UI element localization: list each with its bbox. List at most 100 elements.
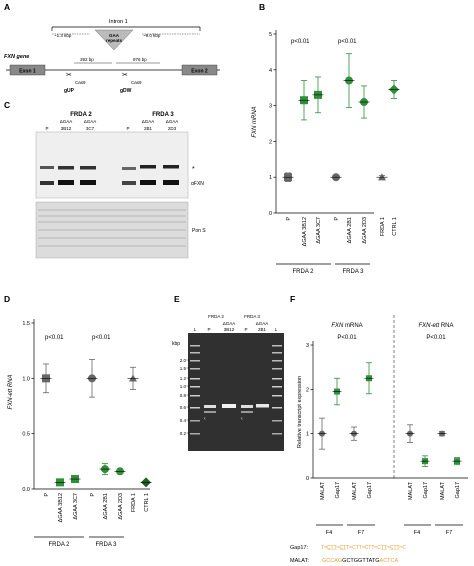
- right-distance-label: ~9.0 kbp: [143, 33, 161, 38]
- e-ladder-label: 2.0: [180, 358, 187, 363]
- f-x-label: MALAT: [408, 481, 414, 500]
- f-y-tick-label: 3: [306, 343, 309, 349]
- frda2-label: FRDA 2: [70, 112, 92, 118]
- f-pval-2: P<0.01: [426, 335, 446, 341]
- e-dgaa-2: ΔGAA: [256, 321, 269, 326]
- f-x-label: MALAT: [440, 481, 446, 500]
- e-ladder-label: 0.6: [180, 405, 187, 410]
- e-arrow-icon-2: ‹: [241, 416, 243, 422]
- b-x-label: ΔGAA 2B1: [347, 217, 353, 243]
- e-gel-image: [188, 333, 284, 451]
- e-ladder-label: 1.2: [180, 376, 187, 381]
- e-ladder-label: 1.0: [180, 384, 187, 389]
- b-y-tick-label: 5: [269, 32, 272, 38]
- lane-label-3b12: 3B12: [61, 126, 72, 131]
- dist-392-label: 392 bp: [80, 57, 94, 62]
- panel-b: B FXN mRNA 0 1 2 3 4 5 p<0.01 p<0.01 P ΔGAA 3B…: [252, 2, 400, 275]
- gap17-sequence: TᵐC̲T̲T̲ᵐC̲T̲TᵐCTTᵐCTTᵐCT̲T̲ᵐC̲T̲T̲ᵐC: [321, 545, 406, 551]
- cas9-label-1: Cas9: [75, 80, 86, 85]
- dgaa-label-1: ΔGAA: [60, 119, 73, 124]
- e-ladder-labels: 2.0 1.5 1.2 1.0 0.8 0.6 0.4 0.2: [180, 358, 189, 436]
- b-x-label: ΔGAA 3B12: [302, 217, 308, 246]
- b-group-1: FRDA 2: [292, 269, 314, 275]
- f-y-tick-label: 0: [306, 476, 309, 482]
- scissors-icon-up: ✂: [66, 72, 72, 79]
- f-title-2: FXN-ett RNA: [418, 323, 453, 329]
- d-x-label: ΔGAA 3C7: [73, 493, 79, 520]
- gup-label: gUP: [64, 88, 75, 94]
- panel-label-d: D: [4, 294, 10, 304]
- gaa-label: GAA: [109, 33, 120, 38]
- western-blot-image: [35, 131, 189, 199]
- star-band-label: *: [192, 166, 195, 173]
- d-point: [129, 374, 137, 382]
- panel-e: E FRDA 2 FRDA 3 ΔGAA ΔGAA L P 3B12 P 2B1…: [172, 294, 284, 451]
- e-dgaa-1: ΔGAA: [223, 321, 236, 326]
- dgaa-label-3: ΔGAA: [142, 119, 155, 124]
- lane-label-3c7: 3C7: [86, 126, 95, 131]
- b-data-marks: [282, 53, 400, 182]
- e-ladder-label: 0.2: [180, 431, 187, 436]
- b-x-label: CTRL 1: [392, 217, 398, 236]
- f-ylabel: Relative transcript expression: [297, 376, 303, 448]
- d-ylabel: FXN-ett RNA: [8, 374, 14, 409]
- gdw-label: gDW: [120, 88, 132, 94]
- f-x-label: Gap17: [335, 482, 341, 499]
- blot-bands: [40, 165, 179, 185]
- pons-label: Pon S: [192, 228, 206, 234]
- panel-c: C FRDA 2 FRDA 3 ΔGAA ΔGAA ΔGAA ΔGAA P 3B…: [4, 100, 206, 259]
- f-x-label: Gap17: [423, 482, 429, 499]
- malat-label: MALAT:: [290, 558, 309, 564]
- e-lane-p2: P: [244, 327, 247, 332]
- b-x-label: P: [334, 217, 340, 221]
- d-x-label: ΔGAA 3B12: [58, 493, 64, 522]
- d-y-tick-label: 0.0: [22, 487, 30, 493]
- d-x-label: P: [44, 493, 50, 497]
- b-pval-2: p<0.01: [338, 39, 357, 45]
- d-pval-1: p<0.01: [45, 335, 64, 341]
- f-y-tick-label: 2: [306, 387, 309, 393]
- exon-1-label: Exon 1: [19, 69, 36, 75]
- e-ladder-label: 0.8: [180, 393, 187, 398]
- panel-label-b: B: [259, 2, 265, 12]
- panel-label-e: E: [174, 294, 180, 304]
- f-x-labels: MALAT Gap17 MALAT Gap17 MALAT Gap17 MALAT Gap17: [320, 481, 461, 500]
- f-axes: 0 1 2 3: [306, 341, 468, 482]
- f-y-tick-label: 1: [306, 432, 309, 438]
- d-axes: 0.0 0.5 1.0 1.5: [22, 319, 150, 493]
- repeats-label: repeats: [106, 38, 123, 43]
- f-x-label: Gap17: [367, 482, 373, 499]
- b-point: [378, 173, 386, 181]
- lane-label-2d3: 2D3: [168, 126, 177, 131]
- e-gel-bands: [190, 345, 282, 435]
- d-x-label: ΔGAA 2B1: [103, 493, 109, 519]
- b-axes: 0 1 2 3 4 5: [269, 30, 374, 217]
- f-group-f7-b: F7: [446, 530, 452, 536]
- panel-a: A Intron 1 ~1.3 kbp ~9.0 kbp GAA repeats…: [4, 2, 220, 94]
- e-lane-2b1: 2B1: [258, 327, 267, 332]
- d-group-2: FRDA 3: [95, 542, 117, 548]
- d-x-label: ΔGAA 2D3: [118, 493, 124, 520]
- intron-label: Intron 1: [109, 19, 128, 25]
- afxn-label: αFXN: [191, 181, 204, 187]
- e-lane-p1: P: [207, 327, 210, 332]
- exon-2-box: [181, 64, 218, 76]
- b-ylabel: FXN mRNA: [252, 106, 258, 137]
- e-frda3-label: FRDA 3: [244, 314, 260, 319]
- exon-2-label: Exon 2: [191, 69, 208, 75]
- panel-d: D FXN-ett RNA 0.0 0.5 1.0 1.5 p<0.01 p<0.01…: [4, 294, 152, 548]
- dgaa-label-2: ΔGAA: [84, 119, 97, 124]
- d-y-tick-label: 0.5: [22, 432, 30, 438]
- b-group-2: FRDA 3: [342, 269, 364, 275]
- exon-1-box: [9, 64, 46, 76]
- e-lane-l1: L: [194, 327, 197, 332]
- e-ladder-label: 1.5: [180, 366, 187, 371]
- frda3-label: FRDA 3: [152, 112, 174, 118]
- f-group-f7-a: F7: [358, 530, 364, 536]
- cas9-label-2: Cas9: [131, 80, 142, 85]
- b-y-tick-label: 1: [269, 175, 272, 181]
- f-x-label: Gap17: [455, 482, 461, 499]
- lane-label-p2: P: [126, 126, 129, 131]
- e-ladder-label: 0.4: [180, 418, 187, 423]
- b-x-labels: P ΔGAA 3B12 ΔGAA 3C7 P ΔGAA 2B1 ΔGAA 2D3 FRDA …: [286, 217, 398, 247]
